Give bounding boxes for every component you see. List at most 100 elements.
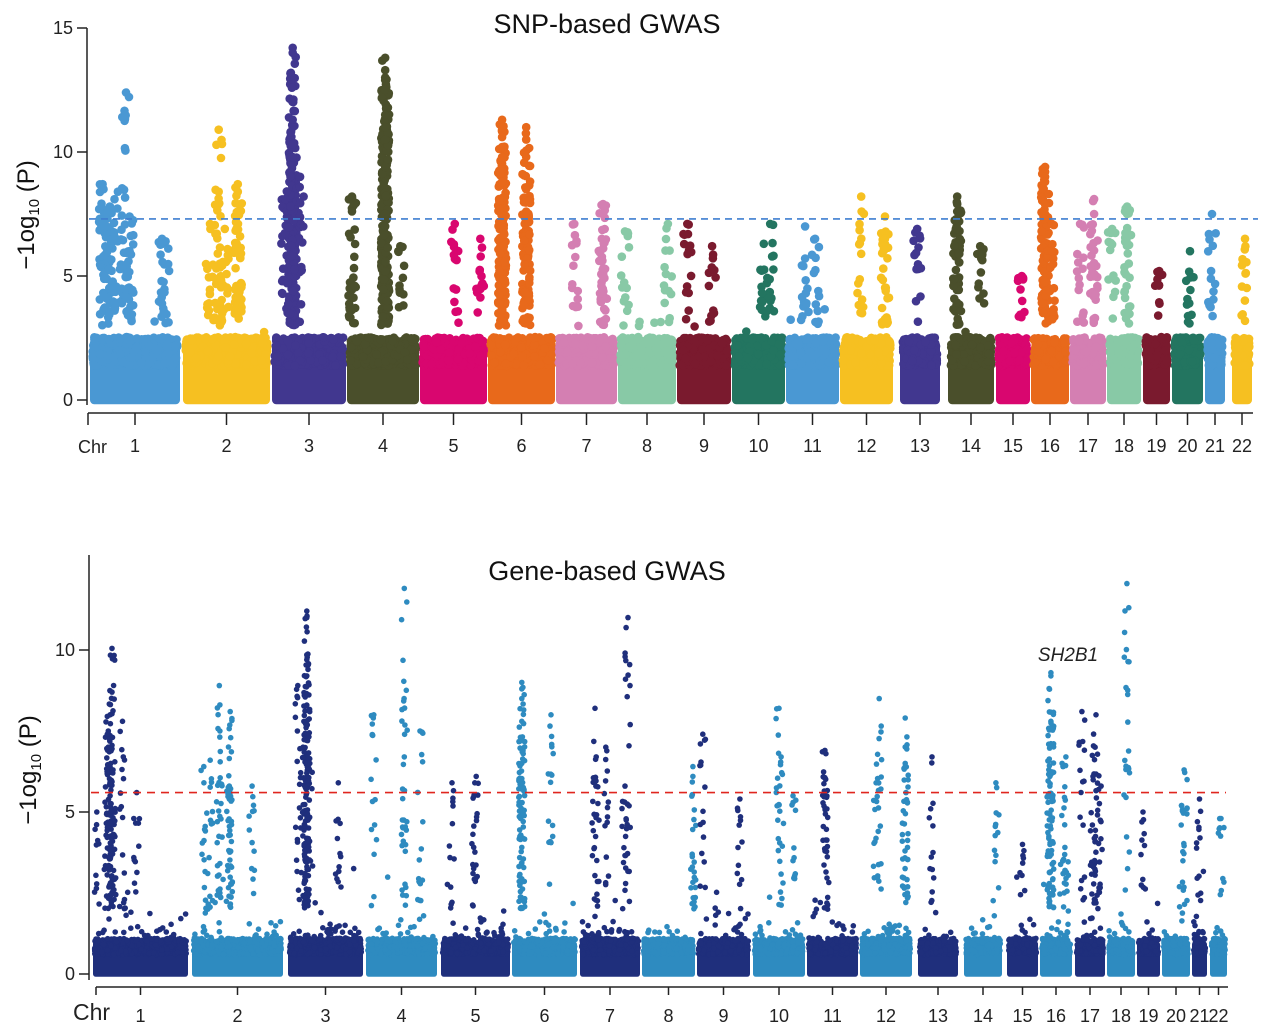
snp-point — [120, 193, 130, 202]
peak-point — [347, 192, 357, 201]
snp-point — [232, 239, 241, 248]
snp-point — [617, 351, 627, 361]
snp-point — [529, 333, 539, 343]
snp-point — [289, 216, 298, 225]
snp-point — [500, 257, 510, 267]
peak-point — [380, 53, 390, 63]
peak-point — [497, 122, 507, 132]
snp-point — [648, 356, 658, 366]
snp-point — [684, 306, 693, 315]
snp-point — [95, 295, 105, 304]
chromosome-12-points — [838, 192, 895, 405]
peak-point — [521, 207, 531, 216]
snp-point — [171, 341, 180, 351]
snp-point — [573, 302, 583, 312]
snp-point — [444, 356, 454, 366]
snp-point — [682, 282, 692, 291]
snp-point — [116, 349, 125, 359]
snp-point — [127, 353, 136, 362]
chromosome-8-points — [616, 219, 678, 405]
snp-point — [273, 352, 282, 362]
snp-point — [209, 315, 218, 325]
snp-point — [624, 343, 634, 352]
snp-point — [495, 249, 505, 258]
snp-point — [635, 317, 644, 327]
snp-point — [811, 265, 820, 275]
snp-point — [205, 285, 215, 295]
snp-point — [518, 352, 527, 361]
snp-point — [801, 335, 811, 344]
snp-point — [449, 284, 459, 293]
snp-point — [495, 290, 504, 300]
snp-point — [128, 285, 137, 295]
snp-point — [231, 263, 240, 273]
snp-point — [406, 334, 416, 343]
chromosome-5-points — [418, 219, 489, 405]
snp-point — [303, 348, 313, 358]
snp-point — [222, 269, 231, 279]
snp-point — [686, 271, 696, 281]
snp-point — [574, 321, 583, 331]
snp-point — [283, 350, 293, 360]
snp-point — [247, 348, 257, 358]
peak-point — [380, 135, 390, 144]
snp-point — [304, 338, 314, 348]
snp-point — [203, 300, 212, 309]
peak-point — [347, 207, 357, 216]
snp-point — [495, 205, 505, 215]
snp-point — [98, 356, 107, 366]
peak-point — [810, 234, 820, 244]
snp-point — [808, 351, 817, 361]
snp-point — [217, 295, 226, 305]
peak-point — [214, 125, 223, 134]
snp-point — [208, 334, 217, 344]
snp-point — [376, 335, 386, 345]
snp-point — [203, 346, 213, 356]
peak-point — [233, 207, 243, 216]
snp-point — [708, 250, 718, 259]
snp-point — [598, 284, 607, 294]
snp-point — [449, 250, 459, 260]
snp-point — [225, 352, 235, 361]
snp-point — [350, 281, 359, 291]
snp-point — [364, 333, 374, 343]
snp-point — [400, 348, 410, 357]
peak-point — [497, 177, 507, 187]
snp-point — [145, 341, 154, 351]
snp-point — [383, 243, 393, 252]
snp-point — [769, 265, 778, 274]
snp-point — [501, 359, 511, 369]
snp-point — [754, 349, 763, 359]
snp-point — [379, 275, 389, 284]
snp-point — [757, 288, 767, 298]
snp-point — [158, 257, 167, 267]
snp-point — [182, 358, 191, 368]
snp-point — [346, 343, 356, 352]
snp-point — [231, 359, 240, 368]
snp-point — [596, 297, 606, 307]
y-axis-label-sub: 10 — [26, 199, 43, 216]
snp-point — [295, 182, 305, 192]
snp-point — [559, 338, 569, 348]
snp-point — [132, 334, 142, 343]
snp-point — [374, 358, 383, 367]
snp-point — [381, 257, 390, 267]
snp-point — [494, 321, 504, 330]
snp-point — [517, 343, 526, 352]
snp-point — [477, 243, 487, 252]
snp-point — [137, 358, 146, 368]
snp-point — [707, 311, 716, 321]
snp-point — [213, 249, 223, 258]
snp-point — [570, 339, 580, 349]
snp-point — [601, 306, 610, 315]
snp-point — [89, 361, 99, 370]
snp-point — [598, 353, 608, 362]
snp-point — [814, 242, 824, 252]
snp-point — [150, 317, 159, 326]
snp-point — [96, 350, 105, 359]
chromosome-7-points — [554, 199, 619, 405]
snp-point — [807, 250, 817, 260]
snp-point — [804, 307, 813, 317]
snp-point — [399, 290, 408, 299]
chromosome-10-points — [730, 219, 787, 405]
